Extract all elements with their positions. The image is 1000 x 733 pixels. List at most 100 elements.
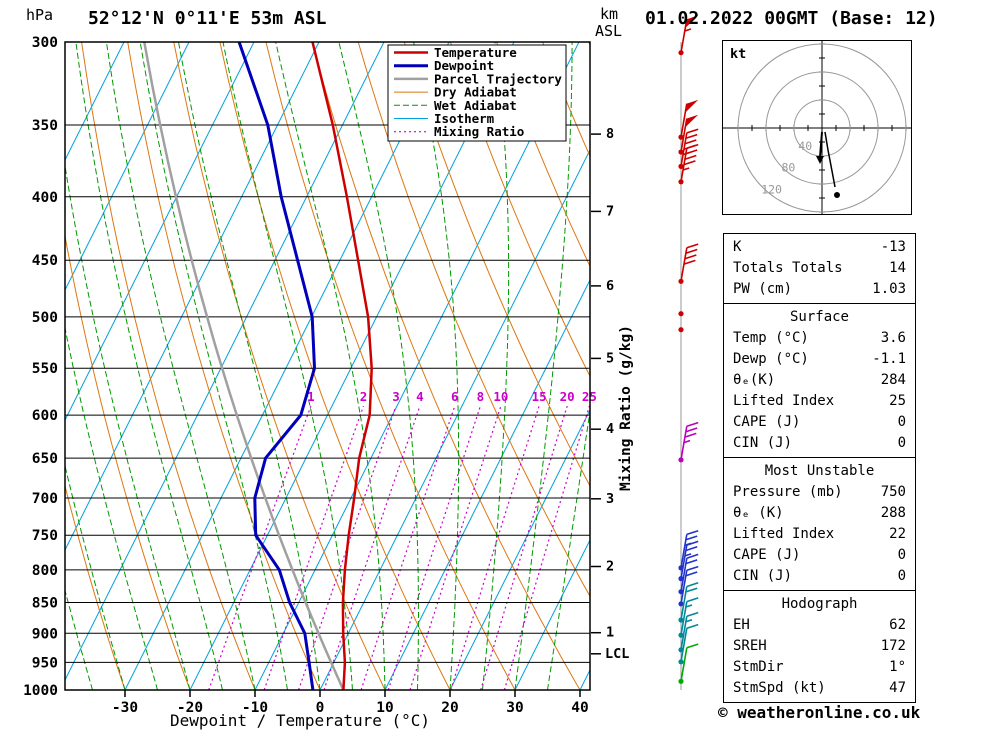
- svg-text:750: 750: [32, 528, 58, 544]
- svg-text:300: 300: [32, 35, 58, 51]
- stat-row: θₑ(K) 284: [724, 370, 915, 391]
- svg-text:400: 400: [32, 190, 58, 206]
- stat-row: EH 62: [724, 615, 915, 636]
- stat-row: Lifted Index 22: [724, 524, 915, 545]
- svg-text:4: 4: [416, 389, 424, 404]
- stat-row: Totals Totals 14: [724, 258, 915, 279]
- stat-value: 288: [880, 505, 906, 521]
- stats-box-indices: K -13 Totals Totals 14 PW (cm) 1.03: [723, 233, 916, 304]
- altitude-unit-asl: ASL: [595, 22, 623, 40]
- svg-text:450: 450: [32, 253, 58, 269]
- stats-section-header: Most Unstable: [764, 463, 875, 479]
- stats-section-header: Surface: [789, 309, 849, 325]
- stat-value: 47: [889, 680, 906, 696]
- stat-label: Lifted Index: [733, 393, 835, 409]
- sounding-curves: [143, 42, 373, 690]
- svg-text:20: 20: [441, 700, 458, 716]
- stat-label: CAPE (J): [733, 547, 801, 563]
- svg-text:Mixing Ratio (g/kg): Mixing Ratio (g/kg): [618, 325, 634, 491]
- stat-row: SREH 172: [724, 636, 915, 657]
- svg-text:7: 7: [606, 203, 614, 219]
- datetime-title: 01.02.2022 00GMT (Base: 12): [645, 8, 938, 29]
- station-title: 52°12'N 0°11'E 53m ASL: [88, 8, 327, 29]
- svg-text:5: 5: [606, 350, 614, 366]
- svg-text:850: 850: [32, 596, 58, 612]
- stat-row: CAPE (J) 0: [724, 412, 915, 433]
- svg-text:3: 3: [392, 389, 400, 404]
- stats-box-hodograph: Hodograph EH 62 SREH 172 StmDir 1° StmSpd (kt) 4…: [723, 590, 916, 703]
- stat-label: Totals Totals: [733, 260, 843, 276]
- stat-label: EH: [733, 617, 750, 633]
- stat-value: 14: [889, 260, 906, 276]
- stats-box-most-unstable: Most Unstable Pressure (mb) 750 θₑ (K) 288 Li…: [723, 457, 916, 591]
- stat-label: CAPE (J): [733, 414, 801, 430]
- svg-text:10: 10: [493, 389, 508, 404]
- svg-text:10: 10: [376, 700, 393, 716]
- mixing-ratio-value-labels: 1 2 3 4 6 8 10 15 20 25: [307, 389, 597, 404]
- svg-text:650: 650: [32, 451, 58, 467]
- stat-row: CIN (J) 0: [724, 566, 915, 587]
- copyright: © weatheronline.co.uk: [718, 703, 921, 722]
- svg-text:800: 800: [32, 563, 58, 579]
- stat-value: 1.03: [872, 281, 906, 297]
- stats-panel: K -13 Totals Totals 14 PW (cm) 1.03 Surface Tem…: [723, 233, 916, 703]
- stat-row: Dewp (°C) -1.1: [724, 349, 915, 370]
- svg-text:1000: 1000: [23, 683, 58, 699]
- svg-text:80: 80: [781, 161, 795, 175]
- stat-label: Pressure (mb): [733, 484, 843, 500]
- svg-text:Mixing Ratio: Mixing Ratio: [434, 124, 524, 139]
- stat-row: StmSpd (kt) 47: [724, 678, 915, 699]
- stat-value: 284: [880, 372, 906, 388]
- stat-value: 1°: [889, 659, 906, 675]
- stat-label: CIN (J): [733, 435, 793, 451]
- svg-text:LCL: LCL: [605, 646, 629, 662]
- altitude-unit-km: km: [600, 5, 619, 23]
- svg-text:-20: -20: [177, 700, 203, 716]
- stat-label: Dewp (°C): [733, 351, 809, 367]
- stat-label: StmDir: [733, 659, 784, 675]
- wind-barb-column: [678, 15, 699, 690]
- svg-text:0: 0: [316, 700, 325, 716]
- svg-text:500: 500: [32, 310, 58, 326]
- stat-value: 0: [897, 414, 906, 430]
- stat-label: θₑ(K): [733, 372, 776, 388]
- hodograph-unit-label: kt: [730, 46, 746, 62]
- svg-text:8: 8: [606, 126, 614, 142]
- stat-value: 172: [880, 638, 906, 654]
- svg-text:Dry Adiabat: Dry Adiabat: [434, 85, 517, 100]
- stat-value: 22: [889, 526, 906, 542]
- svg-text:1: 1: [307, 389, 315, 404]
- stat-label: SREH: [733, 638, 767, 654]
- svg-text:15: 15: [532, 389, 547, 404]
- stat-value: 750: [880, 484, 906, 500]
- stat-label: θₑ (K): [733, 505, 784, 521]
- svg-text:600: 600: [32, 408, 58, 424]
- svg-text:-30: -30: [112, 700, 138, 716]
- svg-text:8: 8: [477, 389, 485, 404]
- stats-box-surface: Surface Temp (°C) 3.6 Dewp (°C) -1.1 θₑ(K) 284…: [723, 303, 916, 458]
- svg-text:Temperature: Temperature: [434, 45, 517, 60]
- stat-value: 0: [897, 568, 906, 584]
- stat-label: StmSpd (kt): [733, 680, 826, 696]
- stat-label: Temp (°C): [733, 330, 809, 346]
- stat-label: CIN (J): [733, 568, 793, 584]
- svg-text:6: 6: [606, 278, 614, 294]
- stat-row: θₑ (K) 288: [724, 503, 915, 524]
- storm-motion-arrow: [816, 131, 824, 164]
- stats-section-header: Hodograph: [781, 596, 858, 612]
- pressure-unit-label: hPa: [26, 6, 54, 24]
- svg-text:Wet Adiabat: Wet Adiabat: [434, 98, 517, 113]
- svg-text:30: 30: [506, 700, 523, 716]
- axis-labels: 3003504004505005506006507007508008509009…: [23, 35, 634, 716]
- svg-text:Isotherm: Isotherm: [434, 111, 495, 126]
- stat-row: Temp (°C) 3.6: [724, 328, 915, 349]
- plot-border: [64, 41, 591, 691]
- svg-text:2: 2: [360, 389, 368, 404]
- svg-text:3: 3: [606, 491, 614, 507]
- stat-value: -1.1: [872, 351, 906, 367]
- stat-row: K -13: [724, 237, 915, 258]
